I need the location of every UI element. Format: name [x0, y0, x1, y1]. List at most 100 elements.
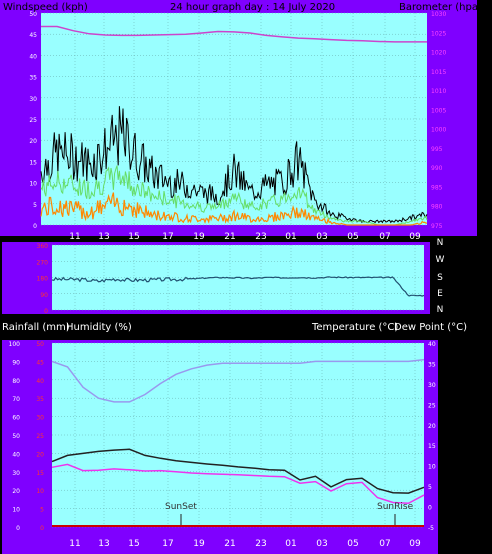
x-tick-label: 01	[285, 232, 296, 242]
y-tick-label-windspeed: 10	[29, 181, 37, 188]
y-tick-label-humidity: 70	[12, 396, 20, 403]
compass-label: W	[436, 255, 445, 265]
sunrise-label: SunRise	[377, 502, 414, 512]
y-tick-label-barometer: 980	[431, 204, 443, 211]
y-tick-label-windspeed: 40	[29, 53, 37, 60]
y-tick-label-humidity: 60	[12, 415, 20, 422]
windspeed-label: Windspeed (kph)	[3, 2, 88, 13]
y-tick-label-humidity: 10	[12, 507, 20, 514]
y-tick-label-barometer: 1015	[431, 69, 446, 76]
y-tick-label-direction: 90	[40, 292, 48, 299]
y-tick-label-temperature: 10	[428, 464, 436, 471]
y-tick-label-rainfall: 20	[36, 451, 44, 458]
wind-grid	[41, 12, 427, 226]
y-tick-label-barometer: 1000	[431, 127, 446, 134]
y-tick-label-barometer: 1025	[431, 30, 446, 37]
y-tick-label-direction: 270	[37, 259, 49, 266]
dewpoint-label: Dew Point (°C)	[394, 322, 467, 333]
x-tick-label: 19	[193, 539, 205, 549]
y-tick-label-rainfall: 10	[36, 488, 44, 495]
rainfall-label: Rainfall (mm)	[2, 322, 70, 333]
x-tick-label: 17	[162, 232, 173, 242]
x-tick-label: 21	[224, 539, 235, 549]
y-tick-label-direction: 180	[37, 276, 49, 283]
y-tick-label-windspeed: 50	[29, 11, 37, 18]
x-tick-label: 05	[347, 232, 358, 242]
dewpoint-series-line	[51, 463, 425, 505]
y-tick-label-windspeed: 0	[33, 223, 37, 230]
x-tick-label: 09	[409, 232, 421, 242]
x-tick-label: 23	[255, 539, 266, 549]
y-tick-label-rainfall: 0	[40, 525, 44, 532]
y-tick-label-windspeed: 30	[29, 96, 37, 103]
direction-series	[51, 276, 425, 297]
x-tick-label: 09	[409, 539, 421, 549]
y-tick-label-rainfall: 35	[36, 396, 44, 403]
y-tick-label-barometer: 1030	[431, 11, 446, 18]
barometer-label: Barometer (hpa)	[399, 2, 482, 13]
wind-series	[40, 25, 428, 226]
humidity-series-line	[51, 358, 425, 403]
graph-title: 24 hour graph day : 14 July 2020	[170, 2, 335, 13]
x-tick-label: 15	[128, 539, 139, 549]
x-tick-label: 11	[69, 232, 80, 242]
x-tick-label: 19	[193, 232, 205, 242]
y-tick-label-barometer: 985	[431, 184, 443, 191]
y-tick-label-temperature: 20	[428, 423, 436, 430]
x-tick-label: 05	[347, 539, 358, 549]
y-tick-label-rainfall: 15	[36, 470, 44, 477]
y-tick-label-windspeed: 20	[29, 138, 37, 145]
lull-series-line	[40, 192, 428, 226]
compass-label: N	[437, 238, 444, 248]
y-tick-label-temperature: 0	[428, 505, 432, 512]
sunset-label: SunSet	[165, 502, 197, 512]
y-tick-label-temperature: 25	[428, 402, 436, 409]
y-tick-label-humidity: 40	[12, 451, 20, 458]
y-tick-label-windspeed: 25	[29, 117, 37, 124]
y-tick-label-temperature: 5	[428, 484, 432, 491]
y-tick-label-temperature: 35	[428, 361, 436, 368]
y-tick-label-rainfall: 5	[40, 507, 44, 514]
x-tick-label: 21	[224, 232, 235, 242]
x-tick-label: 01	[285, 539, 296, 549]
x-tick-label: 13	[98, 539, 109, 549]
humidity-label: Humidity (%)	[66, 322, 132, 333]
x-tick-label: 15	[128, 232, 139, 242]
y-tick-label-barometer: 995	[431, 146, 443, 153]
x-tick-label: 11	[69, 539, 80, 549]
x-tick-label: 13	[98, 232, 109, 242]
y-tick-label-humidity: 0	[16, 525, 20, 532]
temp-grid	[52, 342, 424, 528]
y-tick-label-windspeed: 15	[29, 159, 37, 166]
x-tick-label: 07	[379, 539, 390, 549]
x-tick-label: 17	[162, 539, 173, 549]
avg-wind-series-line	[40, 165, 428, 226]
y-tick-label-barometer: 1010	[431, 88, 446, 95]
y-tick-label-windspeed: 5	[33, 202, 37, 209]
y-tick-label-rainfall: 40	[36, 378, 44, 385]
y-tick-label-barometer: 990	[431, 165, 443, 172]
y-tick-label-rainfall: 50	[36, 341, 44, 348]
y-tick-label-windspeed: 45	[29, 32, 37, 39]
y-tick-label-humidity: 100	[9, 341, 21, 348]
y-tick-label-humidity: 50	[12, 433, 20, 440]
temp-series	[51, 358, 425, 527]
y-tick-label-direction: 360	[37, 243, 49, 250]
x-tick-label: 03	[316, 232, 327, 242]
y-tick-label-temperature: 40	[428, 341, 436, 348]
y-tick-label-temperature: 30	[428, 382, 436, 389]
y-tick-label-barometer: 975	[431, 223, 443, 230]
compass-label: E	[437, 289, 443, 299]
y-tick-label-windspeed: 35	[29, 75, 37, 82]
temperature-series-line	[51, 448, 425, 494]
temperature-label: Temperature (°C)	[311, 322, 398, 333]
x-tick-label: 07	[379, 232, 390, 242]
y-tick-label-temperature: -5	[428, 525, 434, 532]
y-tick-label-rainfall: 30	[36, 415, 44, 422]
y-tick-label-humidity: 30	[12, 470, 20, 477]
wind-ticks: 0510152025303540455097598098599099510001…	[29, 11, 446, 242]
x-tick-label: 03	[316, 539, 327, 549]
